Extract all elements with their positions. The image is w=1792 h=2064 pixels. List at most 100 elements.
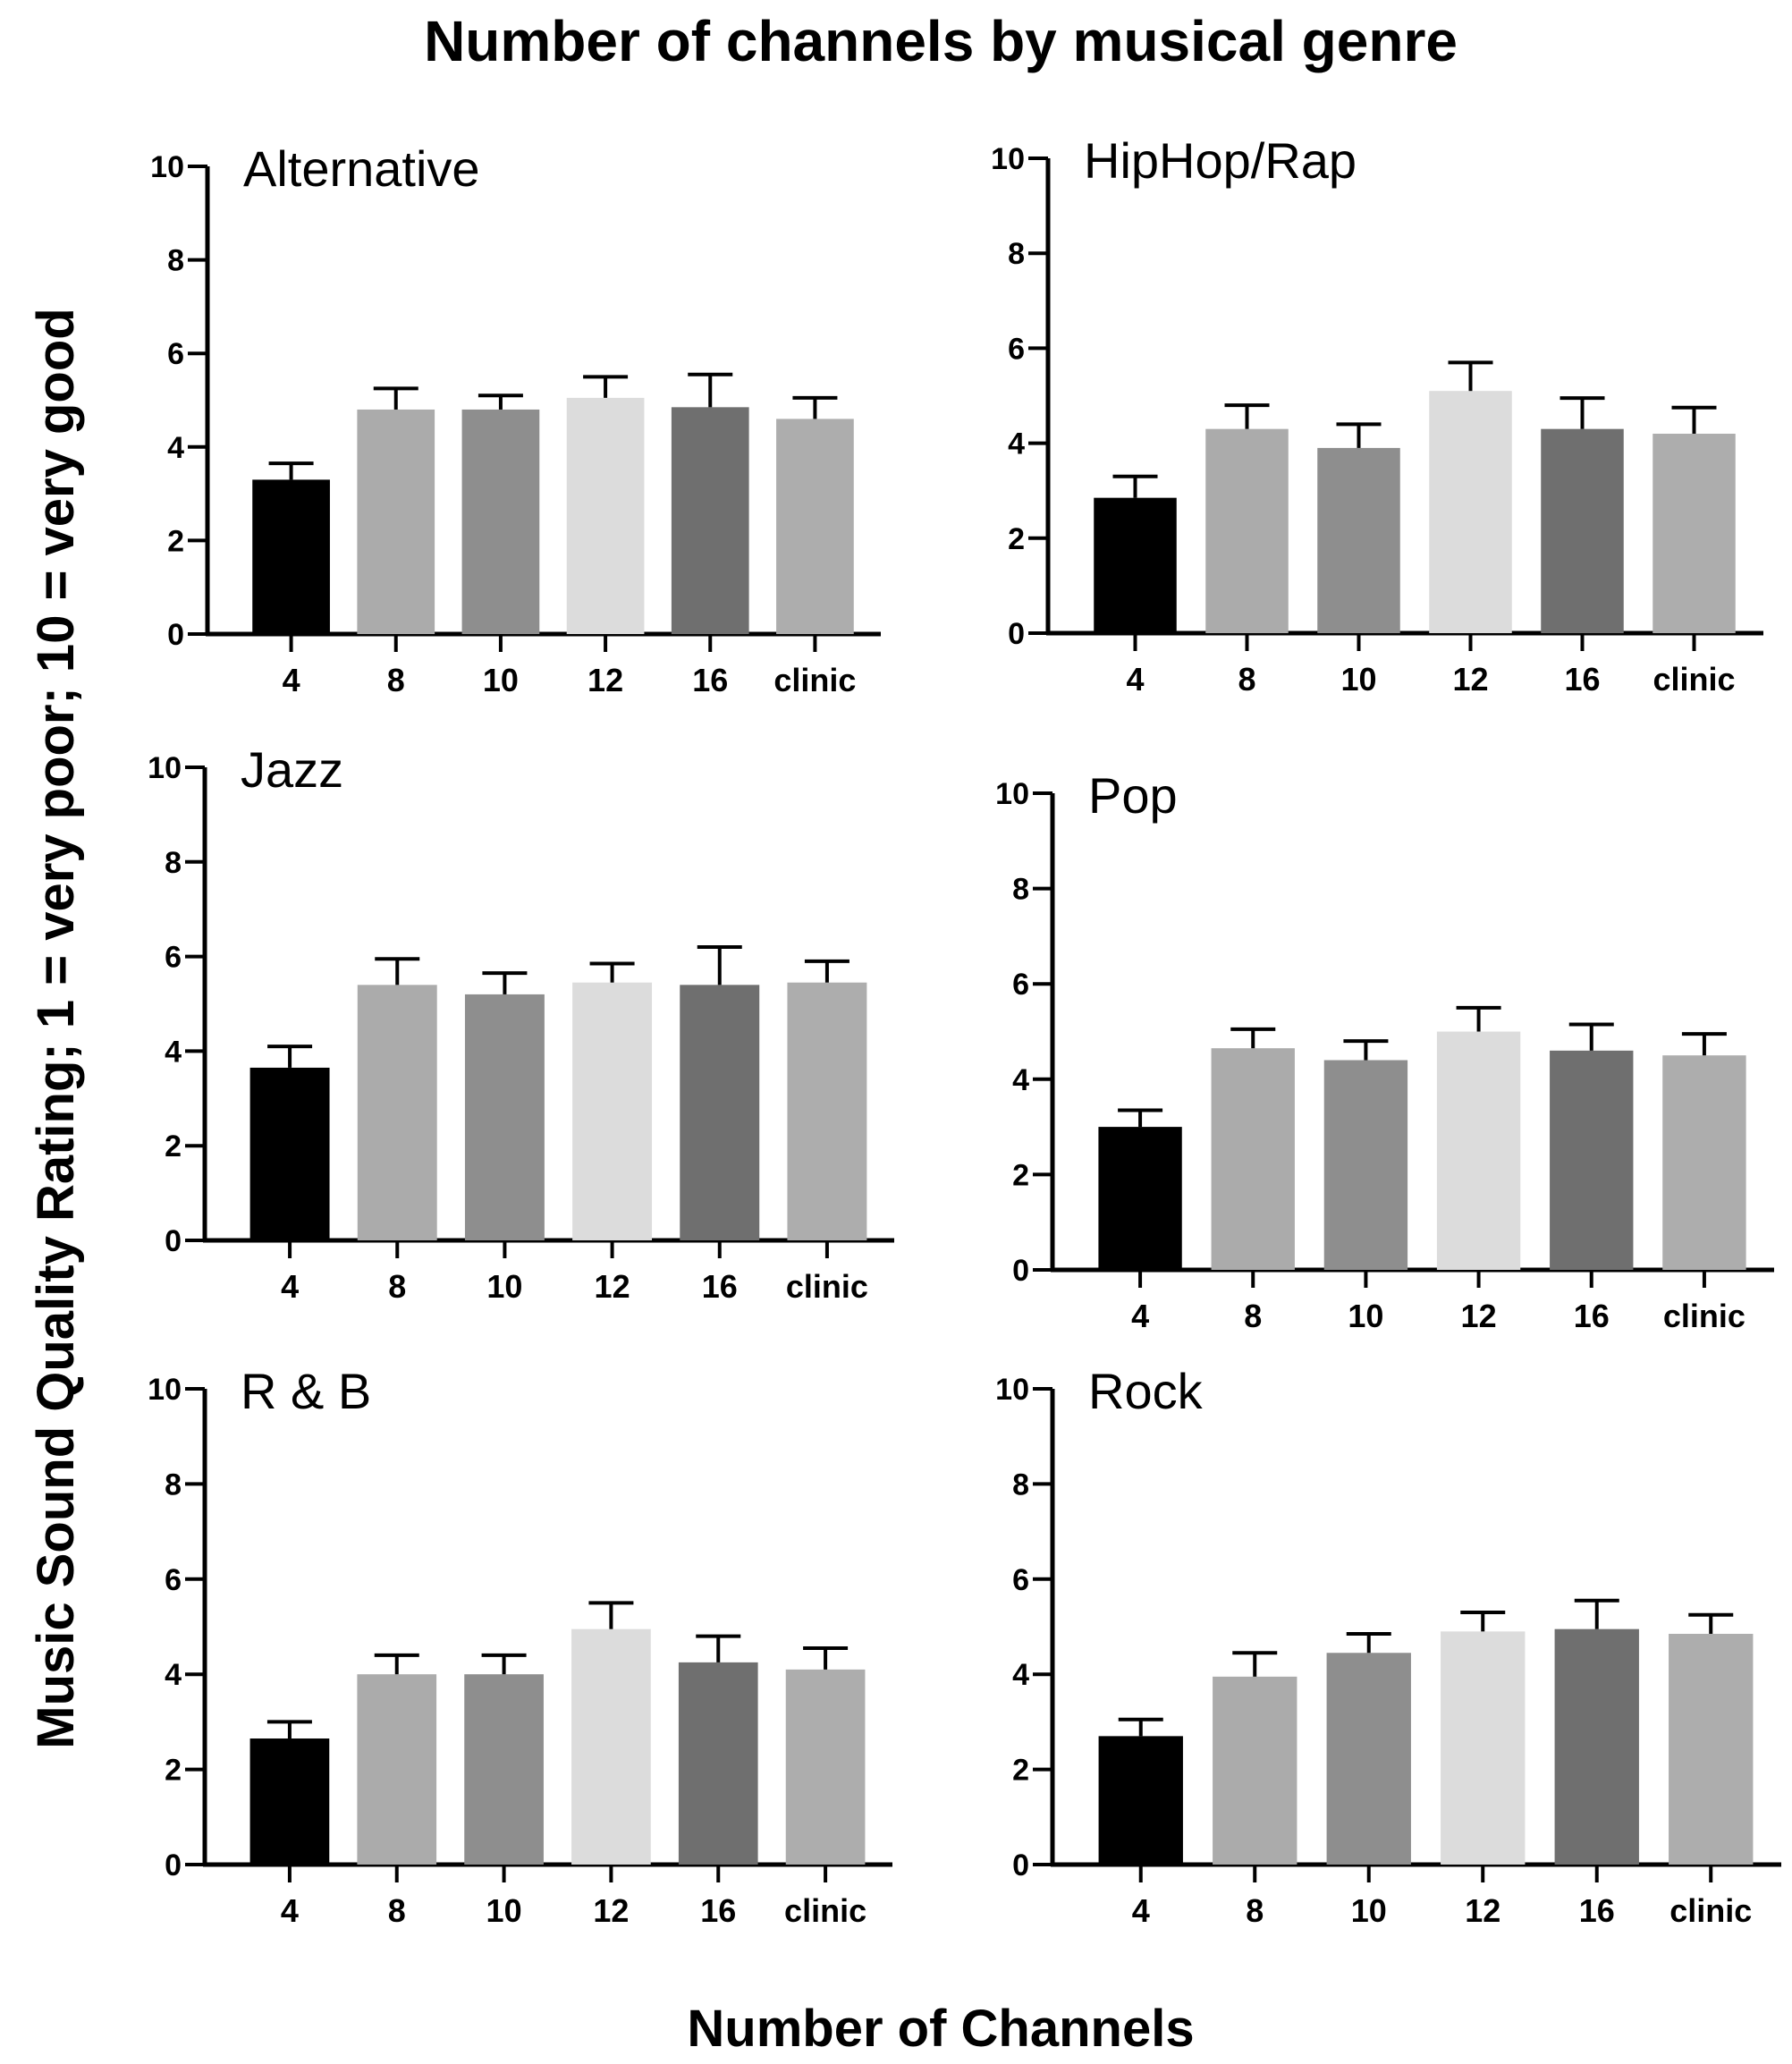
bar-10 [461,409,540,634]
bar-4 [1098,1736,1183,1865]
y-tick-label: 0 [1008,617,1025,651]
y-tick-label: 4 [1008,427,1025,461]
x-tick-label: 10 [486,1268,522,1305]
y-tick-label: 10 [995,1373,1029,1407]
x-tick-label: clinic [1669,1892,1752,1929]
x-tick-label: 12 [1461,1298,1497,1334]
bar-12 [571,1628,651,1865]
y-tick-label: 2 [1012,1754,1029,1788]
bar-8 [1211,1048,1295,1270]
y-tick-label: 2 [165,1129,182,1163]
y-tick-label: 8 [1012,873,1029,907]
y-tick-label: 2 [167,524,184,558]
x-tick-label: 16 [702,1268,738,1305]
x-tick-label: 12 [587,662,623,698]
y-tick-label: 6 [1012,968,1029,1002]
bar-8 [357,409,435,634]
panel-3: Pop 0 2 4 6 8 10 4 8 10 12 16 clinic [995,767,1774,1334]
x-tick-label: clinic [1653,661,1735,698]
x-tick-label: 16 [1579,1892,1615,1929]
bar-16 [678,1662,758,1865]
x-tick-label: 8 [1238,661,1255,698]
x-tick-label: 16 [1564,661,1600,698]
y-tick-label: 8 [165,846,182,880]
panel-5: Rock 0 2 4 6 8 10 4 8 10 12 16 clinic [995,1363,1781,1929]
x-tick-label: 4 [1126,661,1144,698]
y-tick-label: 0 [165,1848,182,1882]
bar-12 [1436,1031,1521,1270]
bar-10 [1317,447,1400,633]
y-tick-label: 10 [148,751,182,785]
x-tick-label: 10 [1351,1892,1387,1929]
y-tick-label: 6 [167,337,184,371]
y-tick-label: 0 [1012,1848,1029,1882]
y-tick-label: 6 [1008,332,1025,366]
bar-10 [1326,1653,1411,1865]
x-tick-label: 4 [1131,1298,1149,1334]
y-tick-label: 10 [991,142,1025,176]
y-tick-label: 2 [1012,1158,1029,1192]
y-tick-label: 6 [165,941,182,975]
panel-title: Pop [1088,767,1178,824]
bar-12 [572,982,653,1240]
y-tick-label: 6 [165,1563,182,1597]
x-tick-label: 8 [1246,1892,1264,1929]
bar-8 [1205,428,1289,633]
y-tick-label: 10 [150,150,184,184]
panel-0: Alternative 0 2 4 6 8 10 4 8 10 12 16 clinic [150,140,881,698]
bar-clinic [1662,1055,1746,1270]
x-tick-label: 4 [281,1892,299,1929]
y-tick-label: 8 [167,244,184,278]
x-tick-label: 4 [1132,1892,1150,1929]
x-tick-label: 12 [593,1892,629,1929]
y-tick-label: 10 [995,777,1029,811]
x-axis-title: Number of Channels [687,2000,1194,2058]
bar-4 [252,479,330,634]
y-tick-label: 10 [148,1373,182,1407]
y-tick-label: 0 [167,618,184,652]
bar-16 [1541,428,1624,633]
x-tick-label: clinic [784,1892,866,1929]
y-tick-label: 6 [1012,1563,1029,1597]
bar-clinic [776,419,854,634]
x-tick-label: 16 [1574,1298,1610,1334]
bar-8 [357,985,437,1240]
x-tick-label: clinic [773,662,856,698]
bar-clinic [787,982,867,1240]
x-tick-label: 4 [283,662,300,698]
bar-4 [249,1738,330,1865]
y-tick-label: 8 [1008,237,1025,271]
y-tick-label: 4 [1012,1658,1029,1692]
bar-10 [1323,1060,1408,1270]
bar-12 [1441,1631,1526,1865]
x-tick-label: 8 [388,1892,406,1929]
bar-clinic [1653,433,1736,633]
bar-16 [671,407,749,634]
bar-4 [249,1067,330,1240]
bar-10 [464,1674,544,1865]
x-tick-label: clinic [1663,1298,1746,1334]
bar-8 [357,1674,437,1865]
x-tick-label: 10 [486,1892,522,1929]
y-tick-label: 0 [1012,1254,1029,1288]
x-tick-label: clinic [786,1268,868,1305]
bar-clinic [785,1669,866,1865]
bar-4 [1094,497,1177,633]
y-tick-label: 8 [1012,1468,1029,1501]
y-tick-label: 4 [167,431,184,465]
x-tick-label: 4 [281,1268,299,1305]
panel-4: R & B 0 2 4 6 8 10 4 8 10 12 16 clinic [148,1363,892,1929]
y-tick-label: 2 [1008,522,1025,556]
bar-clinic [1669,1633,1754,1865]
bar-12 [1429,391,1512,633]
panel-title: Alternative [243,140,480,197]
panel-title: Rock [1088,1363,1204,1419]
y-tick-label: 8 [165,1468,182,1501]
y-tick-label: 4 [165,1035,182,1069]
panel-2: Jazz 0 2 4 6 8 10 4 8 10 12 16 clinic [148,741,894,1305]
bar-12 [566,397,645,634]
y-tick-label: 4 [1012,1063,1029,1097]
bar-16 [1550,1050,1634,1270]
